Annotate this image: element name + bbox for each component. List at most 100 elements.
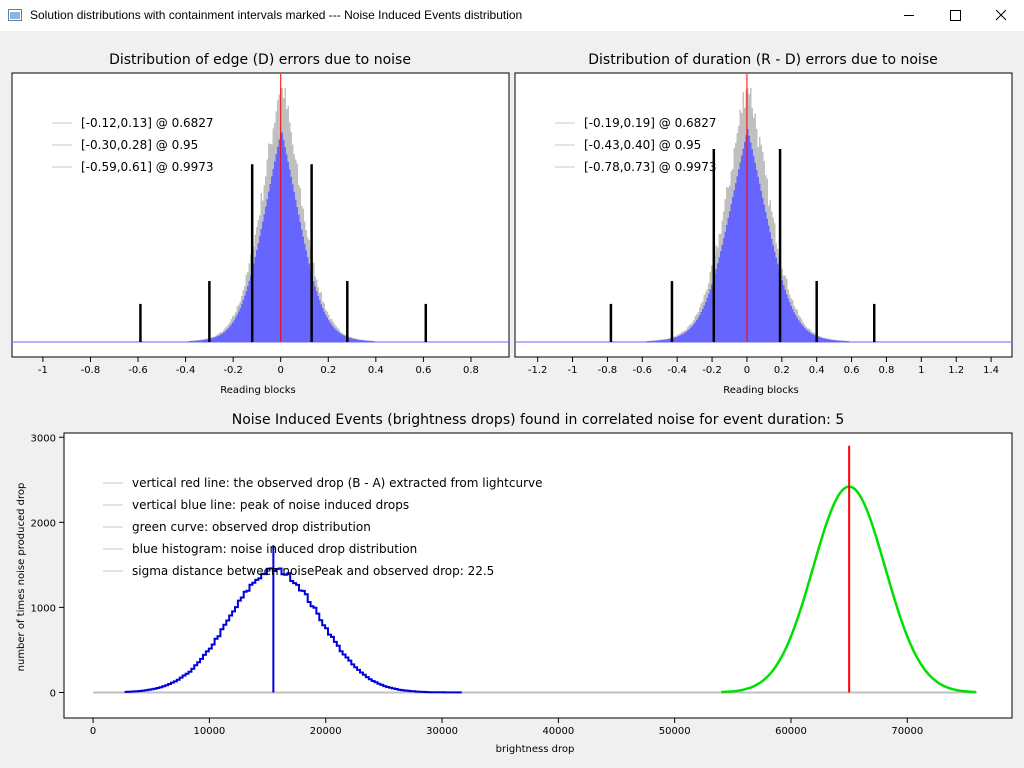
histogram-bar	[265, 206, 267, 342]
histogram-bar	[678, 336, 680, 342]
histogram-bar	[757, 176, 759, 342]
histogram-bar	[217, 336, 219, 342]
histogram-bar	[289, 169, 291, 342]
histogram-bar	[254, 256, 256, 342]
chart1-title: Distribution of edge (D) errors due to n…	[109, 52, 411, 68]
ytick-label: 2000	[31, 518, 56, 529]
close-button[interactable]	[978, 0, 1024, 31]
histogram-bar	[212, 337, 214, 342]
histogram-bar	[197, 340, 199, 342]
minimize-button[interactable]	[886, 0, 932, 31]
xtick-label: 60000	[775, 726, 807, 737]
app-icon	[8, 9, 22, 21]
histogram-bar	[831, 339, 833, 342]
chart3-legend-item-1: vertical red line: the observed drop (B …	[132, 476, 542, 490]
histogram-bar	[697, 317, 699, 342]
histogram-bar	[781, 280, 783, 342]
histogram-bar	[341, 334, 343, 342]
histogram-bar	[329, 322, 331, 342]
chart1-legend-item-2: [-0.30,0.28] @ 0.95	[81, 138, 198, 152]
histogram-bar	[298, 214, 300, 342]
xtick-label: -0.8	[598, 365, 618, 376]
maximize-button[interactable]	[932, 0, 978, 31]
histogram-bar	[200, 340, 202, 342]
histogram-bar	[657, 340, 659, 342]
histogram-bar	[205, 339, 207, 342]
histogram-bar	[221, 333, 223, 342]
histogram-bar	[293, 191, 295, 342]
histogram-bar	[823, 338, 825, 342]
histogram-bar	[263, 214, 265, 342]
histogram-bar	[711, 284, 713, 342]
histogram-bar	[328, 320, 330, 342]
histogram-bar	[652, 340, 654, 342]
chart3-plot-area	[63, 432, 1013, 719]
histogram-bar	[317, 296, 319, 342]
edge-error-chart: Distribution of edge (D) errors due to n…	[11, 52, 510, 396]
histogram-bar	[319, 300, 321, 342]
ytick-label: 1000	[31, 603, 56, 614]
window-client: Distribution of edge (D) errors due to n…	[0, 31, 1024, 768]
xtick-label: -0.2	[223, 365, 243, 376]
histogram-bar	[262, 221, 264, 342]
histogram-bar	[688, 329, 690, 342]
histogram-bar	[676, 336, 678, 342]
chart1-legend-item-1: [-0.12,0.13] @ 0.6827	[81, 116, 214, 130]
xtick-label: 40000	[542, 726, 574, 737]
histogram-bar	[365, 340, 367, 342]
histogram-bar	[649, 340, 651, 342]
chart3-legend-item-3: green curve: observed drop distribution	[132, 520, 371, 534]
histogram-bar	[666, 339, 668, 342]
histogram-bar	[203, 339, 205, 342]
chart3-xticks: 0 10000 20000 30000 40000 50000 60000 70000	[90, 718, 923, 737]
duration-error-chart: Distribution of duration (R - D) errors …	[514, 52, 1013, 396]
histogram-bar	[786, 294, 788, 342]
histogram-bar	[685, 331, 687, 342]
histogram-bar	[202, 339, 204, 342]
chart1-legend: [-0.12,0.13] @ 0.6827 [-0.30,0.28] @ 0.9…	[52, 116, 214, 174]
histogram-bar	[343, 335, 345, 342]
histogram-bar	[700, 311, 702, 342]
histogram-bar	[320, 304, 322, 342]
maximize-icon	[950, 10, 961, 21]
histogram-bar	[325, 314, 327, 342]
histogram-bar	[272, 168, 274, 342]
histogram-bar	[732, 197, 734, 342]
histogram-bar	[268, 191, 270, 342]
histogram-bar	[759, 183, 761, 342]
histogram-bar	[269, 184, 271, 342]
histogram-bar	[690, 327, 692, 342]
histogram-bar	[675, 337, 677, 342]
histogram-bar	[838, 340, 840, 342]
histogram-bar	[352, 338, 354, 342]
histogram-bar	[241, 304, 243, 342]
histogram-bar	[651, 340, 653, 342]
chart3-legend-item-4: blue histogram: noise induced drop distr…	[132, 542, 417, 556]
histogram-bar	[337, 331, 339, 342]
histogram-bar	[358, 339, 360, 342]
histogram-bar	[804, 327, 806, 342]
histogram-bar	[239, 308, 241, 342]
histogram-bar	[235, 317, 237, 342]
histogram-bar	[669, 338, 671, 342]
histogram-bar	[236, 314, 238, 342]
histogram-bar	[814, 335, 816, 342]
histogram-bar	[292, 184, 294, 342]
histogram-bar	[801, 324, 803, 342]
histogram-bar	[250, 275, 252, 342]
histogram-bar	[682, 333, 684, 342]
chart1-blue-histogram	[188, 132, 375, 342]
histogram-bar	[233, 320, 235, 342]
histogram-bar	[808, 331, 810, 342]
xtick-label: 0	[278, 365, 284, 376]
histogram-bar	[768, 225, 770, 342]
histogram-bar	[840, 340, 842, 342]
histogram-bar	[214, 337, 216, 342]
histogram-bar	[367, 340, 369, 342]
histogram-bar	[332, 326, 334, 342]
chart1-legend-item-3: [-0.59,0.61] @ 0.9973	[81, 160, 214, 174]
histogram-bar	[296, 207, 298, 342]
chart2-xlabel: Reading blocks	[723, 385, 799, 396]
histogram-bar	[766, 218, 768, 342]
histogram-bar	[837, 340, 839, 342]
